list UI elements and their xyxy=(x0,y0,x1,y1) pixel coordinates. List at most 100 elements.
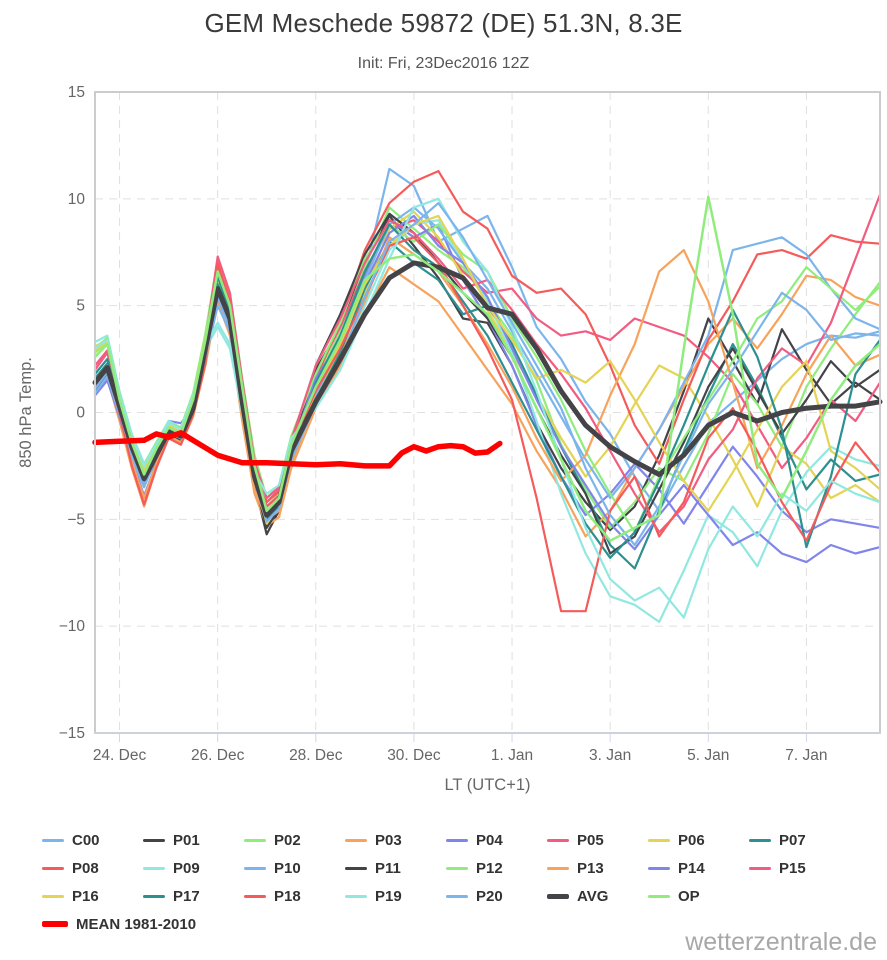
x-tick-label: 30. Dec xyxy=(387,747,441,764)
legend-label-p15: P15 xyxy=(779,859,806,877)
legend-label-p08: P08 xyxy=(72,859,99,877)
legend-label-p05: P05 xyxy=(577,831,604,849)
legend-item-p08[interactable]: P08 xyxy=(42,860,143,877)
legend-item-op[interactable]: OP xyxy=(648,888,749,905)
x-tick-label: 5. Jan xyxy=(687,747,729,764)
legend-label-p12: P12 xyxy=(476,859,503,877)
series-p18 xyxy=(93,236,882,613)
legend-item-p03[interactable]: P03 xyxy=(345,832,446,849)
chart-subtitle: Init: Fri, 23Dec2016 12Z xyxy=(357,55,530,72)
series-p11 xyxy=(93,212,882,555)
legend-swatch-p07 xyxy=(749,838,771,842)
legend-label-op: OP xyxy=(678,887,700,905)
legend-swatch-c00 xyxy=(42,838,64,842)
chart-legend: C00 P01 P02 P03 P04 P05 P06 P07 P08 P09 P10 P11 P12 P… xyxy=(42,826,862,938)
legend-item-p20[interactable]: P20 xyxy=(446,888,547,905)
legend-label-c00: C00 xyxy=(72,831,100,849)
legend-swatch-p10 xyxy=(244,866,266,870)
legend-label-p09: P09 xyxy=(173,859,200,877)
x-tick-label: 7. Jan xyxy=(785,747,827,764)
legend-swatch-p09 xyxy=(143,866,165,870)
legend-label-p11: P11 xyxy=(375,859,401,877)
legend-swatch-p05 xyxy=(547,838,569,842)
series-p02 xyxy=(93,206,882,530)
legend-item-p01[interactable]: P01 xyxy=(143,832,244,849)
legend-label-p10: P10 xyxy=(274,859,301,877)
y-tick-label: 10 xyxy=(68,191,86,208)
legend-item-p16[interactable]: P16 xyxy=(42,888,143,905)
legend-swatch-p19 xyxy=(345,894,367,898)
legend-swatch-avg xyxy=(547,893,569,899)
legend-swatch-p04 xyxy=(446,838,468,842)
legend-label-p04: P04 xyxy=(476,831,503,849)
legend-label-p01: P01 xyxy=(173,831,200,849)
legend-swatch-p14 xyxy=(648,866,670,870)
legend-item-avg[interactable]: AVG xyxy=(547,888,648,905)
legend-item-p10[interactable]: P10 xyxy=(244,860,345,877)
legend-swatch-p06 xyxy=(648,838,670,842)
legend-swatch-p08 xyxy=(42,866,64,870)
legend-item-p14[interactable]: P14 xyxy=(648,860,749,877)
legend-swatch-p18 xyxy=(244,894,266,898)
legend-item-p17[interactable]: P17 xyxy=(143,888,244,905)
series-mean-1981-2010 xyxy=(92,430,503,469)
legend-swatch-p17 xyxy=(143,894,165,898)
page-title: GEM Meschede 59872 (DE) 51.3N, 8.3E xyxy=(204,8,683,38)
legend-item-c00[interactable]: C00 xyxy=(42,832,143,849)
x-tick-label: 26. Dec xyxy=(191,747,245,764)
legend-swatch-op xyxy=(648,894,670,898)
x-tick-label: 28. Dec xyxy=(289,747,343,764)
legend-swatch-p13 xyxy=(547,866,569,870)
y-tick-label: −15 xyxy=(59,725,85,742)
legend-item-p13[interactable]: P13 xyxy=(547,860,648,877)
legend-label-avg: AVG xyxy=(577,887,609,905)
legend-label-mean-1981-2010: MEAN 1981-2010 xyxy=(76,915,197,933)
legend-item-p06[interactable]: P06 xyxy=(648,832,749,849)
legend-label-p13: P13 xyxy=(577,859,604,877)
y-tick-label: 5 xyxy=(76,298,85,315)
legend-label-p14: P14 xyxy=(678,859,705,877)
legend-swatch-p02 xyxy=(244,838,266,842)
legend-label-p18: P18 xyxy=(274,887,301,905)
x-tick-label: 3. Jan xyxy=(589,747,631,764)
legend-swatch-p03 xyxy=(345,838,367,842)
legend-item-p07[interactable]: P07 xyxy=(749,832,850,849)
legend-swatch-p20 xyxy=(446,894,468,898)
y-tick-label: −10 xyxy=(59,618,86,635)
watermark-text: wetterzentrale.de xyxy=(685,928,877,956)
x-tick-label: 24. Dec xyxy=(93,747,147,764)
legend-label-p06: P06 xyxy=(678,831,705,849)
legend-item-mean-1981-2010[interactable]: MEAN 1981-2010 xyxy=(42,916,345,933)
legend-label-p19: P19 xyxy=(375,887,402,905)
legend-swatch-p12 xyxy=(446,866,468,870)
legend-label-p17: P17 xyxy=(173,887,200,905)
series-p15 xyxy=(93,193,882,534)
legend-swatch-mean-1981-2010 xyxy=(42,921,68,927)
y-tick-label: 0 xyxy=(76,405,85,422)
legend-item-p11[interactable]: P11 xyxy=(345,860,446,877)
legend-label-p16: P16 xyxy=(72,887,99,905)
legend-label-p02: P02 xyxy=(274,831,301,849)
legend-item-p19[interactable]: P19 xyxy=(345,888,446,905)
legend-item-p15[interactable]: P15 xyxy=(749,860,850,877)
legend-item-p18[interactable]: P18 xyxy=(244,888,345,905)
legend-label-p03: P03 xyxy=(375,831,402,849)
legend-item-p12[interactable]: P12 xyxy=(446,860,547,877)
legend-swatch-p01 xyxy=(143,838,165,842)
series-p13 xyxy=(93,236,882,521)
y-tick-label: 15 xyxy=(68,84,85,101)
legend-label-p07: P07 xyxy=(779,831,806,849)
legend-item-p04[interactable]: P04 xyxy=(446,832,547,849)
legend-label-p20: P20 xyxy=(476,887,503,905)
legend-swatch-p15 xyxy=(749,866,771,870)
legend-item-p02[interactable]: P02 xyxy=(244,832,345,849)
x-tick-label: 1. Jan xyxy=(491,747,533,764)
legend-item-p09[interactable]: P09 xyxy=(143,860,244,877)
y-axis-title: 850 hPa Temp. xyxy=(17,357,35,468)
legend-swatch-p11 xyxy=(345,866,367,870)
x-axis-title: LT (UTC+1) xyxy=(444,776,530,794)
legend-item-p05[interactable]: P05 xyxy=(547,832,648,849)
legend-swatch-p16 xyxy=(42,894,64,898)
y-tick-label: −5 xyxy=(67,511,85,528)
